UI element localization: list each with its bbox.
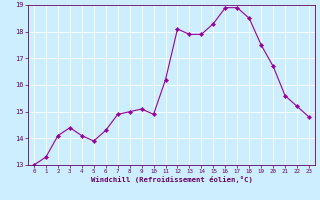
X-axis label: Windchill (Refroidissement éolien,°C): Windchill (Refroidissement éolien,°C) — [91, 176, 252, 183]
